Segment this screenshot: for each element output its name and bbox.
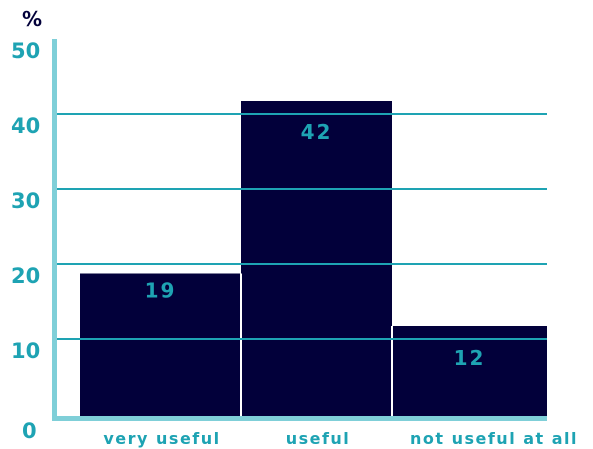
data-label: 12 [454,346,486,370]
data-label: 42 [301,120,333,144]
y-tick-label: 30 [11,189,40,213]
y-tick-labels: 0 10 20 30 40 50 [11,39,40,443]
y-axis-line [52,39,57,419]
x-category-label: very useful [103,429,220,448]
y-tick-label: 50 [11,39,40,63]
y-axis-unit-label: % [22,7,42,31]
bar-very-useful [80,273,241,416]
data-labels: 19 42 12 [145,120,486,370]
y-tick-label: 40 [11,114,40,138]
axes [52,39,547,421]
y-tick-label: 0 [22,419,37,443]
bars [80,101,547,416]
x-category-label: useful [286,429,351,448]
x-axis-line [52,416,547,421]
x-category-labels: very useful useful not useful at all [103,429,578,448]
bar-useful [241,101,392,416]
data-label: 19 [145,279,177,303]
x-category-label: not useful at all [410,429,578,448]
y-tick-label: 20 [11,264,40,288]
gridlines [54,113,547,340]
bar-not-useful-at-all [392,326,547,416]
y-tick-label: 10 [11,339,40,363]
